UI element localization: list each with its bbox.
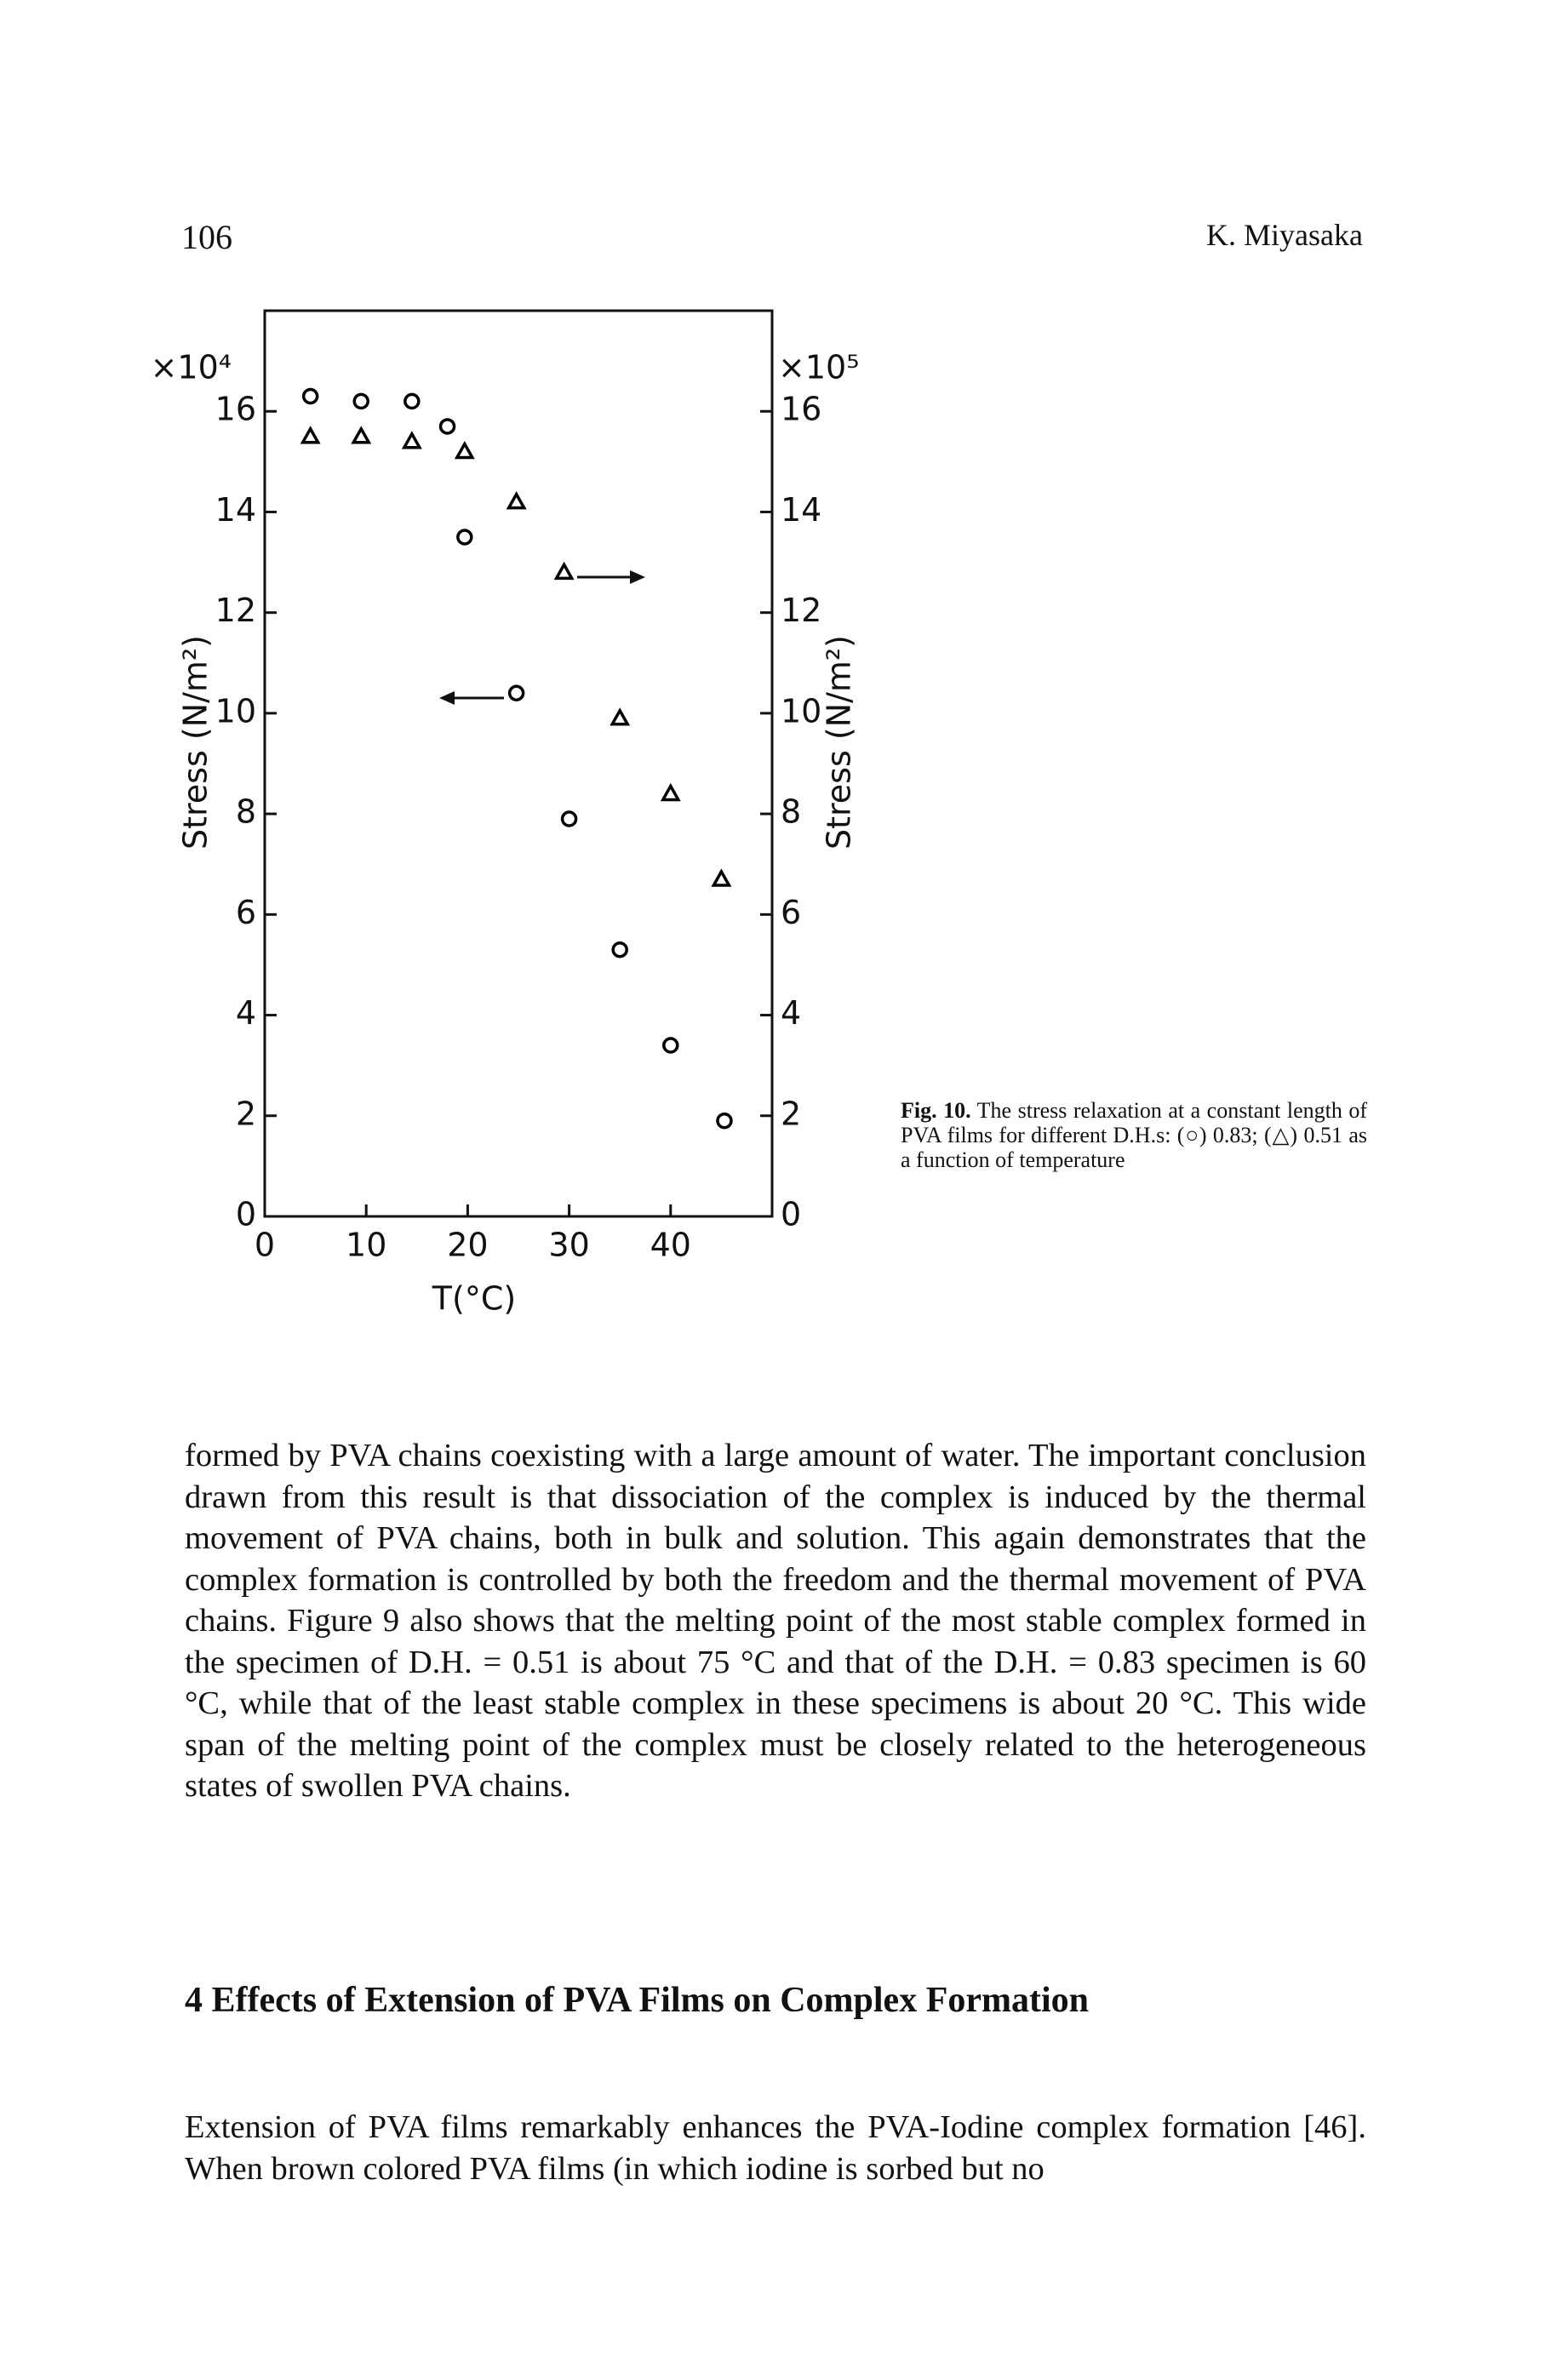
y2-tick-label: 12 (781, 592, 821, 629)
y2-tick-label: 14 (781, 491, 821, 529)
y-axis-label: Stress (N/m²) (177, 635, 215, 850)
y-tick-label: 10 (215, 692, 256, 729)
y2-tick-label: 10 (781, 692, 821, 729)
x-tick-label: 20 (447, 1227, 488, 1264)
y2-tick-label: 6 (781, 894, 801, 931)
y-tick-label: 8 (236, 793, 256, 831)
x-tick-label: 0 (255, 1227, 275, 1264)
data-point (454, 440, 475, 460)
data-point (711, 868, 732, 887)
y2-tick-label: 0 (781, 1196, 801, 1233)
y2-multiplier: ×10⁵ (778, 349, 859, 386)
y-tick-label: 4 (236, 994, 256, 1032)
data-point (301, 387, 319, 405)
data-point (507, 684, 525, 701)
x-tick-label: 10 (346, 1227, 386, 1264)
y2-tick-label: 2 (781, 1095, 801, 1132)
y2-tick-label: 8 (781, 793, 801, 831)
y2-axis-label: Stress (N/m²) (821, 635, 858, 850)
page-number: 106 (181, 218, 232, 256)
data-point (611, 941, 628, 958)
data-point (610, 707, 631, 726)
y-tick-label: 16 (215, 391, 256, 428)
y-tick-label: 14 (215, 491, 256, 529)
data-point (506, 491, 527, 510)
data-point (401, 431, 422, 449)
data-point (351, 426, 372, 444)
x-tick-label: 40 (650, 1227, 691, 1264)
data-point (560, 810, 578, 827)
y2-tick-label: 16 (781, 391, 821, 428)
data-point (716, 1112, 733, 1130)
plot-frame (263, 309, 774, 1218)
section-heading: 4 Effects of Extension of PVA Films on C… (185, 1981, 1089, 2020)
y-tick-label: 0 (236, 1196, 256, 1233)
arrow (577, 570, 645, 584)
x-tick-label: 30 (548, 1227, 589, 1264)
y-tick-label: 2 (236, 1095, 256, 1132)
y2-tick-label: 4 (781, 994, 801, 1032)
caption-text: The stress relaxation at a constant leng… (901, 1098, 1367, 1172)
arrow (439, 691, 504, 705)
data-point (553, 561, 575, 581)
data-point (660, 782, 681, 802)
figure-caption: Fig. 10. The stress relaxation at a cons… (901, 1098, 1367, 1172)
y-tick-label: 12 (215, 592, 256, 629)
paragraph: Extension of PVA films remarkably enhanc… (185, 2109, 1366, 2187)
y-multiplier: ×10⁴ (151, 349, 232, 386)
data-point (352, 392, 369, 410)
y-tick-label: 6 (236, 894, 256, 931)
running-head: K. Miyasaka (1206, 218, 1363, 252)
data-point (456, 529, 473, 546)
caption-label: Fig. 10. (901, 1098, 971, 1123)
paragraph: formed by PVA chains coexisting with a l… (185, 1438, 1366, 1804)
data-point (438, 418, 456, 435)
figure: 0 10 20 30 40 0 2 4 6 8 10 12 14 16 0 2 4 6 8 10 12 14 16 ×10⁴ ×… (151, 309, 859, 1318)
data-point (662, 1037, 679, 1054)
data-point (300, 426, 321, 444)
data-point (403, 392, 421, 410)
x-axis-label: T(°C) (432, 1280, 516, 1318)
